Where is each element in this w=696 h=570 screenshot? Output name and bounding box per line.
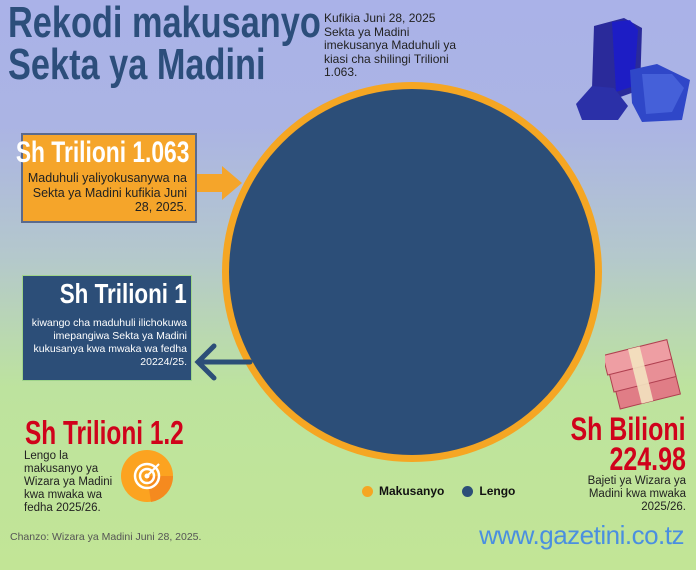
collected-description: Maduhuli yaliyokusanywa na Sekta ya Madi… [27,171,187,214]
arrow-right-icon [197,166,242,200]
budget-amount: Sh Bilioni 224.98 [538,411,686,477]
budget-amount-line-1: Sh Bilioni [570,411,686,447]
title-line-1: Rekodi makusanyo [8,0,321,47]
website-link[interactable]: www.gazetini.co.tz [479,520,684,550]
budget-description: Bajeti ya Wizara ya Madini kwa mwaka 202… [587,475,686,513]
page-title: Rekodi makusanyo Sekta ya Madini [8,0,409,89]
pie-slice-lengo [229,89,595,455]
legend-swatch-lengo [462,485,474,497]
intro-text: Kufikia Juni 28, 2025 Sekta ya Madini im… [324,11,457,79]
next-target-amount: Sh Trilioni 1.2 [25,414,184,451]
collected-amount: Sh Trilioni 1.063 [15,136,189,169]
target-amount: Sh Trilioni 1 [60,278,187,309]
budget-amount-line-2: 224.98 [609,441,686,477]
legend-label-lengo: Lengo [479,484,516,498]
money-stack-icon [605,339,682,410]
target-card: Sh Trilioni 1 kiwango cha maduhuli ilich… [22,275,192,381]
legend-label-makusanyo: Makusanyo [379,484,445,498]
source-note: Chanzo: Wizara ya Madini Juni 28, 2025. [10,531,202,543]
collected-card: Sh Trilioni 1.063 Maduhuli yaliyokusanyw… [15,133,197,223]
target-icon [121,450,173,502]
chart-legend: Makusanyo Lengo [362,484,515,498]
gemstone-image [576,18,690,122]
next-target-description: Lengo la makusanyo ya Wizara ya Madini k… [24,450,113,514]
title-line-2: Sekta ya Madini [8,40,266,89]
target-description: kiwango cha maduhuli ilichokuwa imepangi… [31,317,187,368]
legend-swatch-makusanyo [362,485,373,497]
arrow-left-icon [194,343,253,381]
